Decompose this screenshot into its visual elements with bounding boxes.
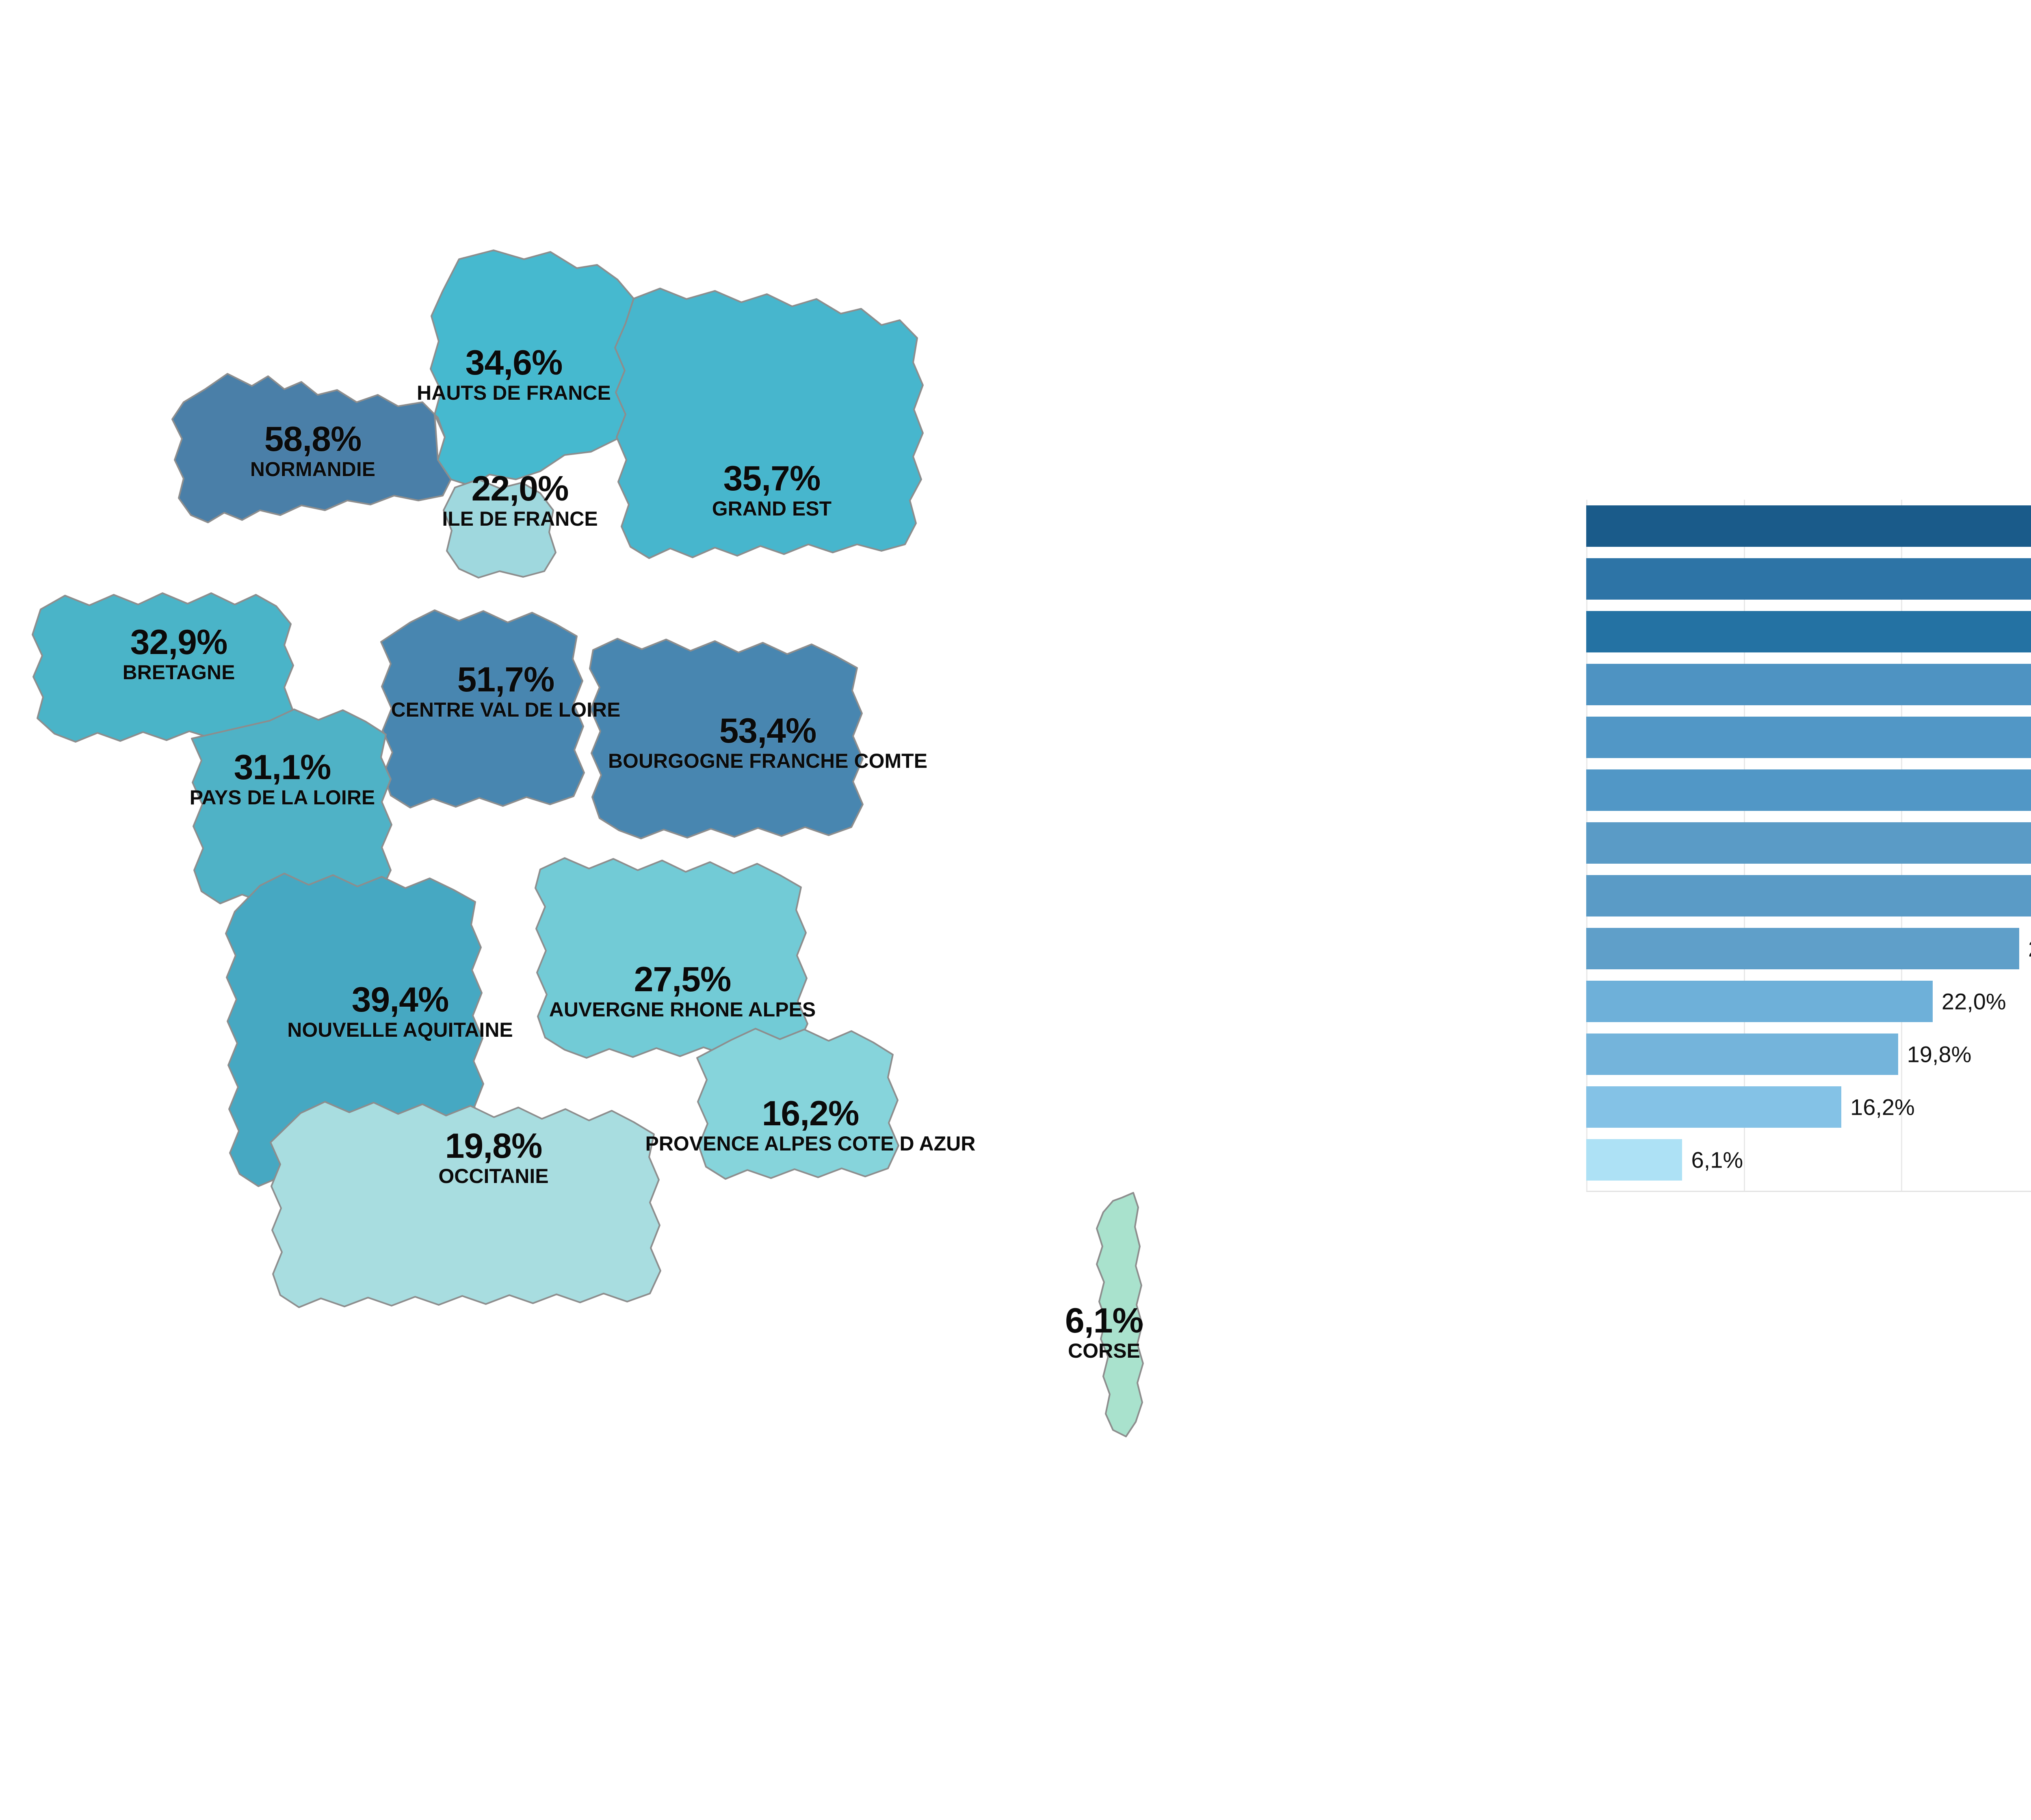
bar[interactable]: 19,8% (1586, 1034, 1971, 1075)
map-label-nouvelle-aquitaine: 39,4% NOUVELLE AQUITAINE (287, 982, 513, 1040)
france-choropleth-map: 34,6% HAUTS DE FRANCE 58,8% NORMANDIE 22… (0, 211, 1178, 1592)
bar-value-label: 19,8% (1907, 1041, 1972, 1067)
map-region-provence-alpes-cote-d-azur[interactable] (696, 1028, 899, 1180)
map-value-auvergne-rhone-alpes: 27,5% (634, 960, 732, 999)
map-name-ile-de-france: ILE DE FRANCE (442, 507, 598, 530)
bar-rows: NORMANDIE58,8%BOURGOGNE FRANCHE COMTE53,… (1586, 500, 2031, 1198)
bar-row[interactable]: GRAND EST35,7% (1586, 711, 2031, 764)
bar[interactable]: 32,9% (1586, 822, 2031, 864)
bar[interactable]: 58,8% (1586, 505, 2031, 547)
map-label-pays-de-la-loire: 31,1% PAYS DE LA LOIRE (190, 750, 375, 808)
map-region-hauts-de-france[interactable] (430, 249, 639, 487)
map-name-centre-val-de-loire: CENTRE VAL DE LOIRE (391, 698, 621, 721)
bar[interactable]: 27,5% (1586, 928, 2031, 969)
map-value-bretagne: 32,9% (130, 623, 228, 662)
map-name-hauts-de-france: HAUTS DE FRANCE (417, 381, 611, 404)
map-region-grand-est[interactable] (614, 288, 924, 559)
map-name-nouvelle-aquitaine: NOUVELLE AQUITAINE (287, 1018, 513, 1041)
map-region-occitanie[interactable] (270, 1101, 661, 1308)
map-value-pays-de-la-loire: 31,1% (234, 748, 331, 787)
bar-chart-plot-area: NORMANDIE58,8%BOURGOGNE FRANCHE COMTE53,… (1586, 500, 2031, 1198)
bar-row[interactable]: BOURGOGNE FRANCHE COMTE53,4% (1586, 552, 2031, 605)
map-value-provence-alpes-cote-d-azur: 16,2% (762, 1094, 860, 1133)
bar-row[interactable]: PROVENCE ALPES COTE D AZUR16,2% (1586, 1081, 2031, 1133)
map-name-grand-est: GRAND EST (712, 497, 832, 520)
map-value-occitanie: 19,8% (445, 1127, 543, 1166)
map-value-grand-est: 35,7% (723, 459, 821, 498)
bar-row[interactable]: CENTRE VAL DE LOIRE51,7% (1586, 605, 2031, 658)
bar-row[interactable]: ILE DE FRANCE22,0% (1586, 975, 2031, 1028)
map-value-hauts-de-france: 34,6% (465, 343, 563, 382)
map-value-corse: 6,1% (1065, 1301, 1143, 1340)
map-name-bretagne: BRETAGNE (122, 661, 235, 684)
map-region-ile-de-france[interactable] (443, 479, 556, 578)
map-name-occitanie: OCCITANIE (438, 1165, 549, 1187)
map-region-bourgogne-franche-comte[interactable] (589, 638, 864, 839)
bar-value-label: 22,0% (1941, 988, 2006, 1014)
map-name-pays-de-la-loire: PAYS DE LA LOIRE (189, 786, 375, 809)
map-label-grand-est: 35,7% GRAND EST (712, 461, 831, 519)
map-value-ile-de-france: 22,0% (471, 469, 569, 508)
bar[interactable]: 16,2% (1586, 1086, 1915, 1128)
map-name-corse: CORSE (1068, 1339, 1140, 1362)
map-label-bretagne: 32,9% BRETAGNE (123, 625, 235, 682)
map-label-occitanie: 19,8% OCCITANIE (438, 1129, 548, 1186)
regions-bar-chart: NORMANDIE58,8%BOURGOGNE FRANCHE COMTE53,… (1162, 483, 2031, 1247)
map-name-bourgogne-franche-comte: BOURGOGNE FRANCHE COMTE (608, 750, 928, 772)
map-region-centre-val-de-loire[interactable] (380, 609, 585, 808)
bar[interactable]: 51,7% (1586, 611, 2031, 652)
bar-row[interactable]: OCCITANIE19,8% (1586, 1028, 2031, 1081)
map-label-hauts-de-france: 34,6% HAUTS DE FRANCE (417, 345, 611, 403)
bars-clip: NORMANDIE58,8%BOURGOGNE FRANCHE COMTE53,… (1586, 500, 2031, 1198)
map-label-provence-alpes-cote-d-azur: 16,2% PROVENCE ALPES COTE D AZUR (645, 1096, 975, 1154)
map-label-auvergne-rhone-alpes: 27,5% AUVERGNE RHONE ALPES (549, 962, 816, 1020)
map-region-corse[interactable] (1096, 1192, 1144, 1437)
bar-row[interactable]: NORMANDIE58,8% (1586, 500, 2031, 552)
bar-value-label: 6,1% (1691, 1147, 1743, 1173)
bar-value-label: 27,5% (2028, 935, 2031, 962)
map-name-provence-alpes-cote-d-azur: PROVENCE ALPES COTE D AZUR (645, 1132, 976, 1155)
map-name-auvergne-rhone-alpes: AUVERGNE RHONE ALPES (549, 998, 816, 1021)
map-value-centre-val-de-loire: 51,7% (457, 660, 555, 699)
chart-axis-baseline (1586, 1191, 2031, 1192)
map-region-auvergne-rhone-alpes[interactable] (535, 857, 808, 1059)
bar[interactable]: 35,7% (1586, 717, 2031, 758)
bar-row[interactable]: NOUVELLE AQUITAINE39,4% (1586, 658, 2031, 711)
bar-row[interactable]: CORSE6,1% (1586, 1133, 2031, 1186)
map-name-normandie: NORMANDIE (250, 458, 376, 481)
map-label-normandie: 58,8% NORMANDIE (250, 422, 375, 479)
map-value-nouvelle-aquitaine: 39,4% (351, 980, 449, 1019)
bar[interactable]: 34,6% (1586, 769, 2031, 811)
map-region-normandie[interactable] (171, 373, 452, 523)
map-label-centre-val-de-loire: 51,7% CENTRE VAL DE LOIRE (391, 662, 621, 720)
bar-row[interactable]: BRETAGNE32,9% (1586, 817, 2031, 869)
map-value-normandie: 58,8% (264, 420, 362, 459)
map-label-corse: 6,1% CORSE (1065, 1303, 1143, 1361)
map-label-ile-de-france: 22,0% ILE DE FRANCE (442, 471, 598, 529)
map-value-bourgogne-franche-comte: 53,4% (719, 711, 817, 750)
bar[interactable]: 6,1% (1586, 1139, 1743, 1181)
bar-value-label: 16,2% (1850, 1094, 1915, 1120)
map-label-bourgogne-franche-comte: 53,4% BOURGOGNE FRANCHE COMTE (608, 713, 927, 771)
bar[interactable]: 22,0% (1586, 981, 2006, 1022)
map-svg (32, 249, 1144, 1437)
bar-row[interactable]: AUVERGNE RHONE ALPES27,5% (1586, 922, 2031, 975)
bar-row[interactable]: HAUTS DE FRANCE34,6% (1586, 764, 2031, 817)
bar[interactable]: 31,1% (1586, 875, 2031, 916)
bar[interactable]: 53,4% (1586, 558, 2031, 600)
bar[interactable]: 39,4% (1586, 664, 2031, 705)
